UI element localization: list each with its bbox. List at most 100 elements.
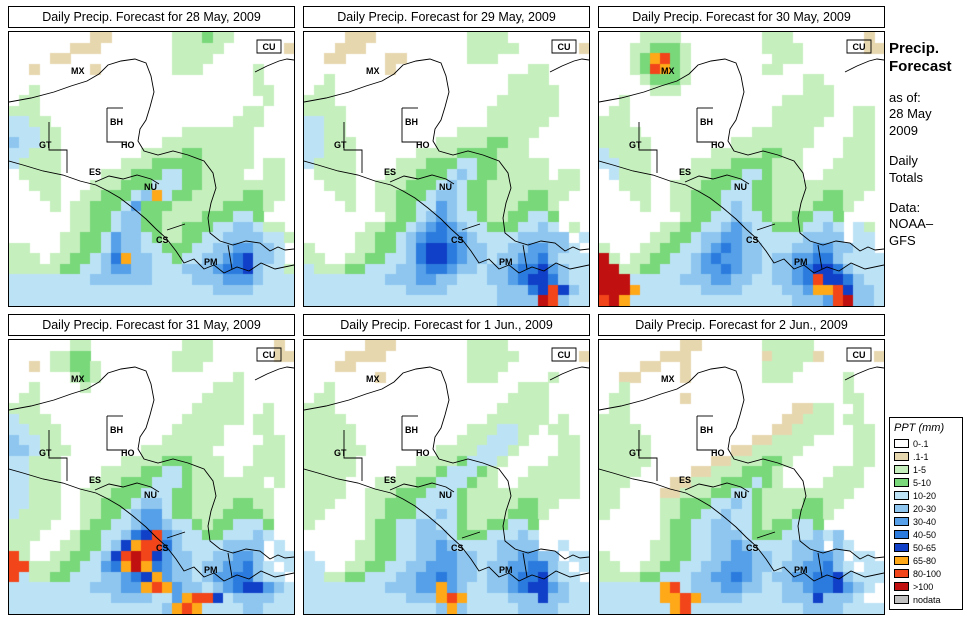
legend-swatch [894, 543, 909, 552]
legend-label: 40-50 [913, 529, 937, 540]
svg-text:HO: HO [121, 448, 135, 458]
legend-row: 10-20 [894, 489, 959, 502]
legend-row: 5-10 [894, 476, 959, 489]
precip-map: MX CU BH GT HO ES NU CS PM [8, 339, 295, 615]
legend-swatch [894, 569, 909, 578]
legend-row: 65-80 [894, 554, 959, 567]
svg-text:NU: NU [439, 490, 452, 500]
legend-title: PPT (mm) [894, 422, 945, 434]
svg-text:GT: GT [334, 448, 347, 458]
panel-title: Daily Precip. Forecast for 1 Jun., 2009 [303, 314, 590, 336]
svg-text:BH: BH [405, 117, 418, 127]
map-outline-overlay: MX CU BH GT HO ES NU CS PM [599, 39, 884, 274]
panel-title: Daily Precip. Forecast for 2 Jun., 2009 [598, 314, 885, 336]
map-outline-overlay: MX CU BH GT HO ES NU CS PM [9, 347, 294, 582]
svg-text:CU: CU [558, 42, 571, 52]
legend-swatch [894, 517, 909, 526]
svg-text:HO: HO [416, 448, 430, 458]
legend-row: .1-1 [894, 450, 959, 463]
svg-text:GT: GT [629, 140, 642, 150]
precip-map: MX CU BH GT HO ES NU CS PM [598, 31, 885, 307]
svg-text:GT: GT [334, 140, 347, 150]
precip-map: MX CU BH GT HO ES NU CS PM [303, 31, 590, 307]
svg-text:ES: ES [384, 167, 396, 177]
legend-row: 30-40 [894, 515, 959, 528]
svg-text:GT: GT [629, 448, 642, 458]
sidebar-title: Precip. Forecast [889, 40, 952, 75]
legend-swatch [894, 478, 909, 487]
legend-row: >100 [894, 580, 959, 593]
panel-title: Daily Precip. Forecast for 29 May, 2009 [303, 6, 590, 28]
sidebar-asof: as of: 28 May 2009 [889, 90, 932, 138]
svg-text:HO: HO [121, 140, 135, 150]
svg-text:CU: CU [853, 42, 866, 52]
svg-text:MX: MX [366, 374, 380, 384]
legend-row: 0-.1 [894, 437, 959, 450]
svg-text:ES: ES [89, 167, 101, 177]
svg-text:NU: NU [144, 490, 157, 500]
legend-swatch [894, 530, 909, 539]
panel-title: Daily Precip. Forecast for 30 May, 2009 [598, 6, 885, 28]
svg-text:NU: NU [144, 182, 157, 192]
precip-map: MX CU BH GT HO ES NU CS PM [598, 339, 885, 615]
svg-text:ES: ES [384, 475, 396, 485]
svg-text:ES: ES [89, 475, 101, 485]
svg-text:PM: PM [499, 565, 513, 575]
legend-label: >100 [913, 581, 934, 592]
svg-text:MX: MX [661, 374, 675, 384]
legend-label: 50-65 [913, 542, 937, 553]
forecast-panel: Daily Precip. Forecast for 31 May, 2009 … [8, 314, 295, 615]
legend-row: 40-50 [894, 528, 959, 541]
svg-text:NU: NU [439, 182, 452, 192]
svg-text:CS: CS [451, 235, 464, 245]
legend-swatch [894, 491, 909, 500]
legend-row: 20-30 [894, 502, 959, 515]
svg-text:BH: BH [405, 425, 418, 435]
map-outline-overlay: MX CU BH GT HO ES NU CS PM [599, 347, 884, 582]
legend-swatch [894, 439, 909, 448]
map-outline-overlay: MX CU BH GT HO ES NU CS PM [304, 39, 589, 274]
map-outline-overlay: MX CU BH GT HO ES NU CS PM [304, 347, 589, 582]
svg-text:CU: CU [263, 350, 276, 360]
svg-text:PM: PM [204, 565, 218, 575]
svg-text:PM: PM [204, 257, 218, 267]
legend-label: nodata [913, 594, 941, 605]
svg-text:GT: GT [39, 140, 52, 150]
svg-text:HO: HO [416, 140, 430, 150]
legend-label: 5-10 [913, 477, 932, 488]
svg-text:BH: BH [700, 425, 713, 435]
map-outline-overlay: MX CU BH GT HO ES NU CS PM [9, 39, 294, 274]
svg-text:BH: BH [110, 117, 123, 127]
legend-label: 80-100 [913, 568, 942, 579]
forecast-panel: Daily Precip. Forecast for 1 Jun., 2009 … [303, 314, 590, 615]
svg-text:PM: PM [499, 257, 513, 267]
svg-text:MX: MX [71, 66, 85, 76]
svg-text:MX: MX [71, 374, 85, 384]
legend-label: 65-80 [913, 555, 937, 566]
sidebar-data-source: Data: NOAA– GFS [889, 199, 934, 248]
legend-swatch [894, 465, 909, 474]
svg-text:CS: CS [156, 235, 169, 245]
legend-swatch [894, 595, 909, 604]
precip-legend: PPT (mm) 0-.1 .1-1 1-5 5-10 10-20 [889, 417, 963, 610]
legend-swatch [894, 582, 909, 591]
forecast-panel: Daily Precip. Forecast for 30 May, 2009 … [598, 6, 885, 307]
svg-text:GT: GT [39, 448, 52, 458]
legend-row: 1-5 [894, 463, 959, 476]
sidebar: Precip. Forecast as of: 28 May 2009 Dail… [889, 6, 963, 626]
svg-text:MX: MX [661, 66, 675, 76]
legend-label: 30-40 [913, 516, 937, 527]
forecast-panel: Daily Precip. Forecast for 28 May, 2009 … [8, 6, 295, 307]
legend-label: 0-.1 [913, 438, 929, 449]
panel-title: Daily Precip. Forecast for 31 May, 2009 [8, 314, 295, 336]
svg-text:NU: NU [734, 490, 747, 500]
svg-text:CS: CS [156, 543, 169, 553]
legend-label: 1-5 [913, 464, 927, 475]
legend-label: .1-1 [913, 451, 929, 462]
legend-swatch [894, 556, 909, 565]
svg-text:ES: ES [679, 167, 691, 177]
svg-text:CS: CS [746, 235, 759, 245]
forecast-panel: Daily Precip. Forecast for 29 May, 2009 … [303, 6, 590, 307]
precip-map: MX CU BH GT HO ES NU CS PM [8, 31, 295, 307]
